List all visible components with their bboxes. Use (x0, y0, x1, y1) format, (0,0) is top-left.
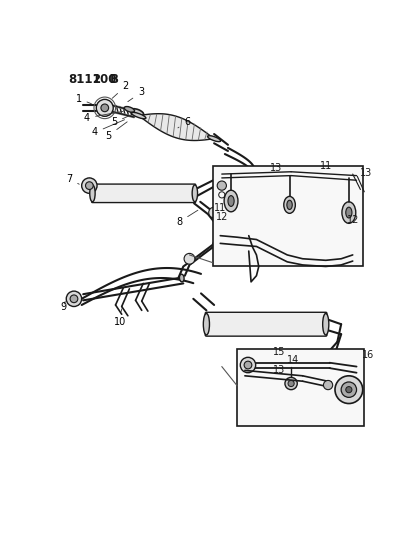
Circle shape (85, 182, 93, 189)
Circle shape (70, 295, 78, 303)
Ellipse shape (226, 174, 230, 182)
Text: 7: 7 (66, 174, 79, 184)
Ellipse shape (90, 185, 95, 202)
Circle shape (240, 357, 256, 373)
Text: 13: 13 (273, 365, 286, 375)
Circle shape (66, 291, 82, 306)
Text: 1: 1 (76, 94, 91, 104)
Text: 4: 4 (92, 120, 125, 138)
Polygon shape (139, 114, 214, 141)
Circle shape (209, 207, 219, 218)
Circle shape (96, 99, 113, 116)
FancyBboxPatch shape (212, 166, 363, 266)
Circle shape (323, 381, 332, 390)
Ellipse shape (287, 200, 292, 209)
Ellipse shape (132, 112, 146, 119)
Text: 14: 14 (286, 356, 299, 366)
Ellipse shape (322, 355, 328, 363)
Text: 8: 8 (176, 210, 198, 227)
Circle shape (335, 376, 363, 403)
Text: 16: 16 (362, 350, 374, 360)
Ellipse shape (323, 313, 329, 335)
Ellipse shape (192, 185, 198, 202)
Text: 12: 12 (216, 212, 228, 222)
Text: 15: 15 (272, 347, 285, 357)
Text: 8111: 8111 (68, 73, 100, 86)
Ellipse shape (208, 136, 221, 142)
Ellipse shape (284, 196, 296, 213)
Text: 11: 11 (214, 203, 226, 213)
Text: 5: 5 (106, 122, 127, 141)
Ellipse shape (203, 313, 210, 335)
Text: 6: 6 (178, 117, 190, 128)
Text: 13: 13 (360, 167, 372, 177)
Text: 9: 9 (60, 301, 66, 311)
Ellipse shape (180, 274, 184, 282)
Circle shape (244, 361, 252, 369)
Ellipse shape (228, 196, 234, 206)
FancyBboxPatch shape (237, 349, 364, 426)
Circle shape (217, 181, 226, 190)
Ellipse shape (124, 107, 134, 112)
Ellipse shape (346, 207, 352, 218)
Circle shape (184, 253, 195, 264)
Text: 11: 11 (320, 161, 332, 172)
Ellipse shape (131, 109, 144, 116)
Circle shape (82, 178, 97, 193)
Text: 2: 2 (112, 82, 129, 98)
Circle shape (288, 381, 294, 386)
Text: 10: 10 (114, 309, 126, 327)
Text: 4: 4 (84, 111, 123, 123)
Text: B: B (109, 73, 118, 86)
FancyBboxPatch shape (92, 184, 196, 203)
Circle shape (341, 382, 357, 398)
Text: 12: 12 (346, 215, 359, 225)
FancyBboxPatch shape (205, 312, 327, 336)
Text: 200: 200 (92, 73, 117, 86)
Ellipse shape (224, 190, 238, 212)
Circle shape (285, 377, 297, 390)
Circle shape (101, 104, 109, 112)
Text: 13: 13 (270, 163, 282, 173)
Text: 3: 3 (128, 87, 144, 102)
Circle shape (346, 386, 352, 393)
Ellipse shape (342, 202, 356, 223)
Text: 5: 5 (111, 115, 131, 127)
